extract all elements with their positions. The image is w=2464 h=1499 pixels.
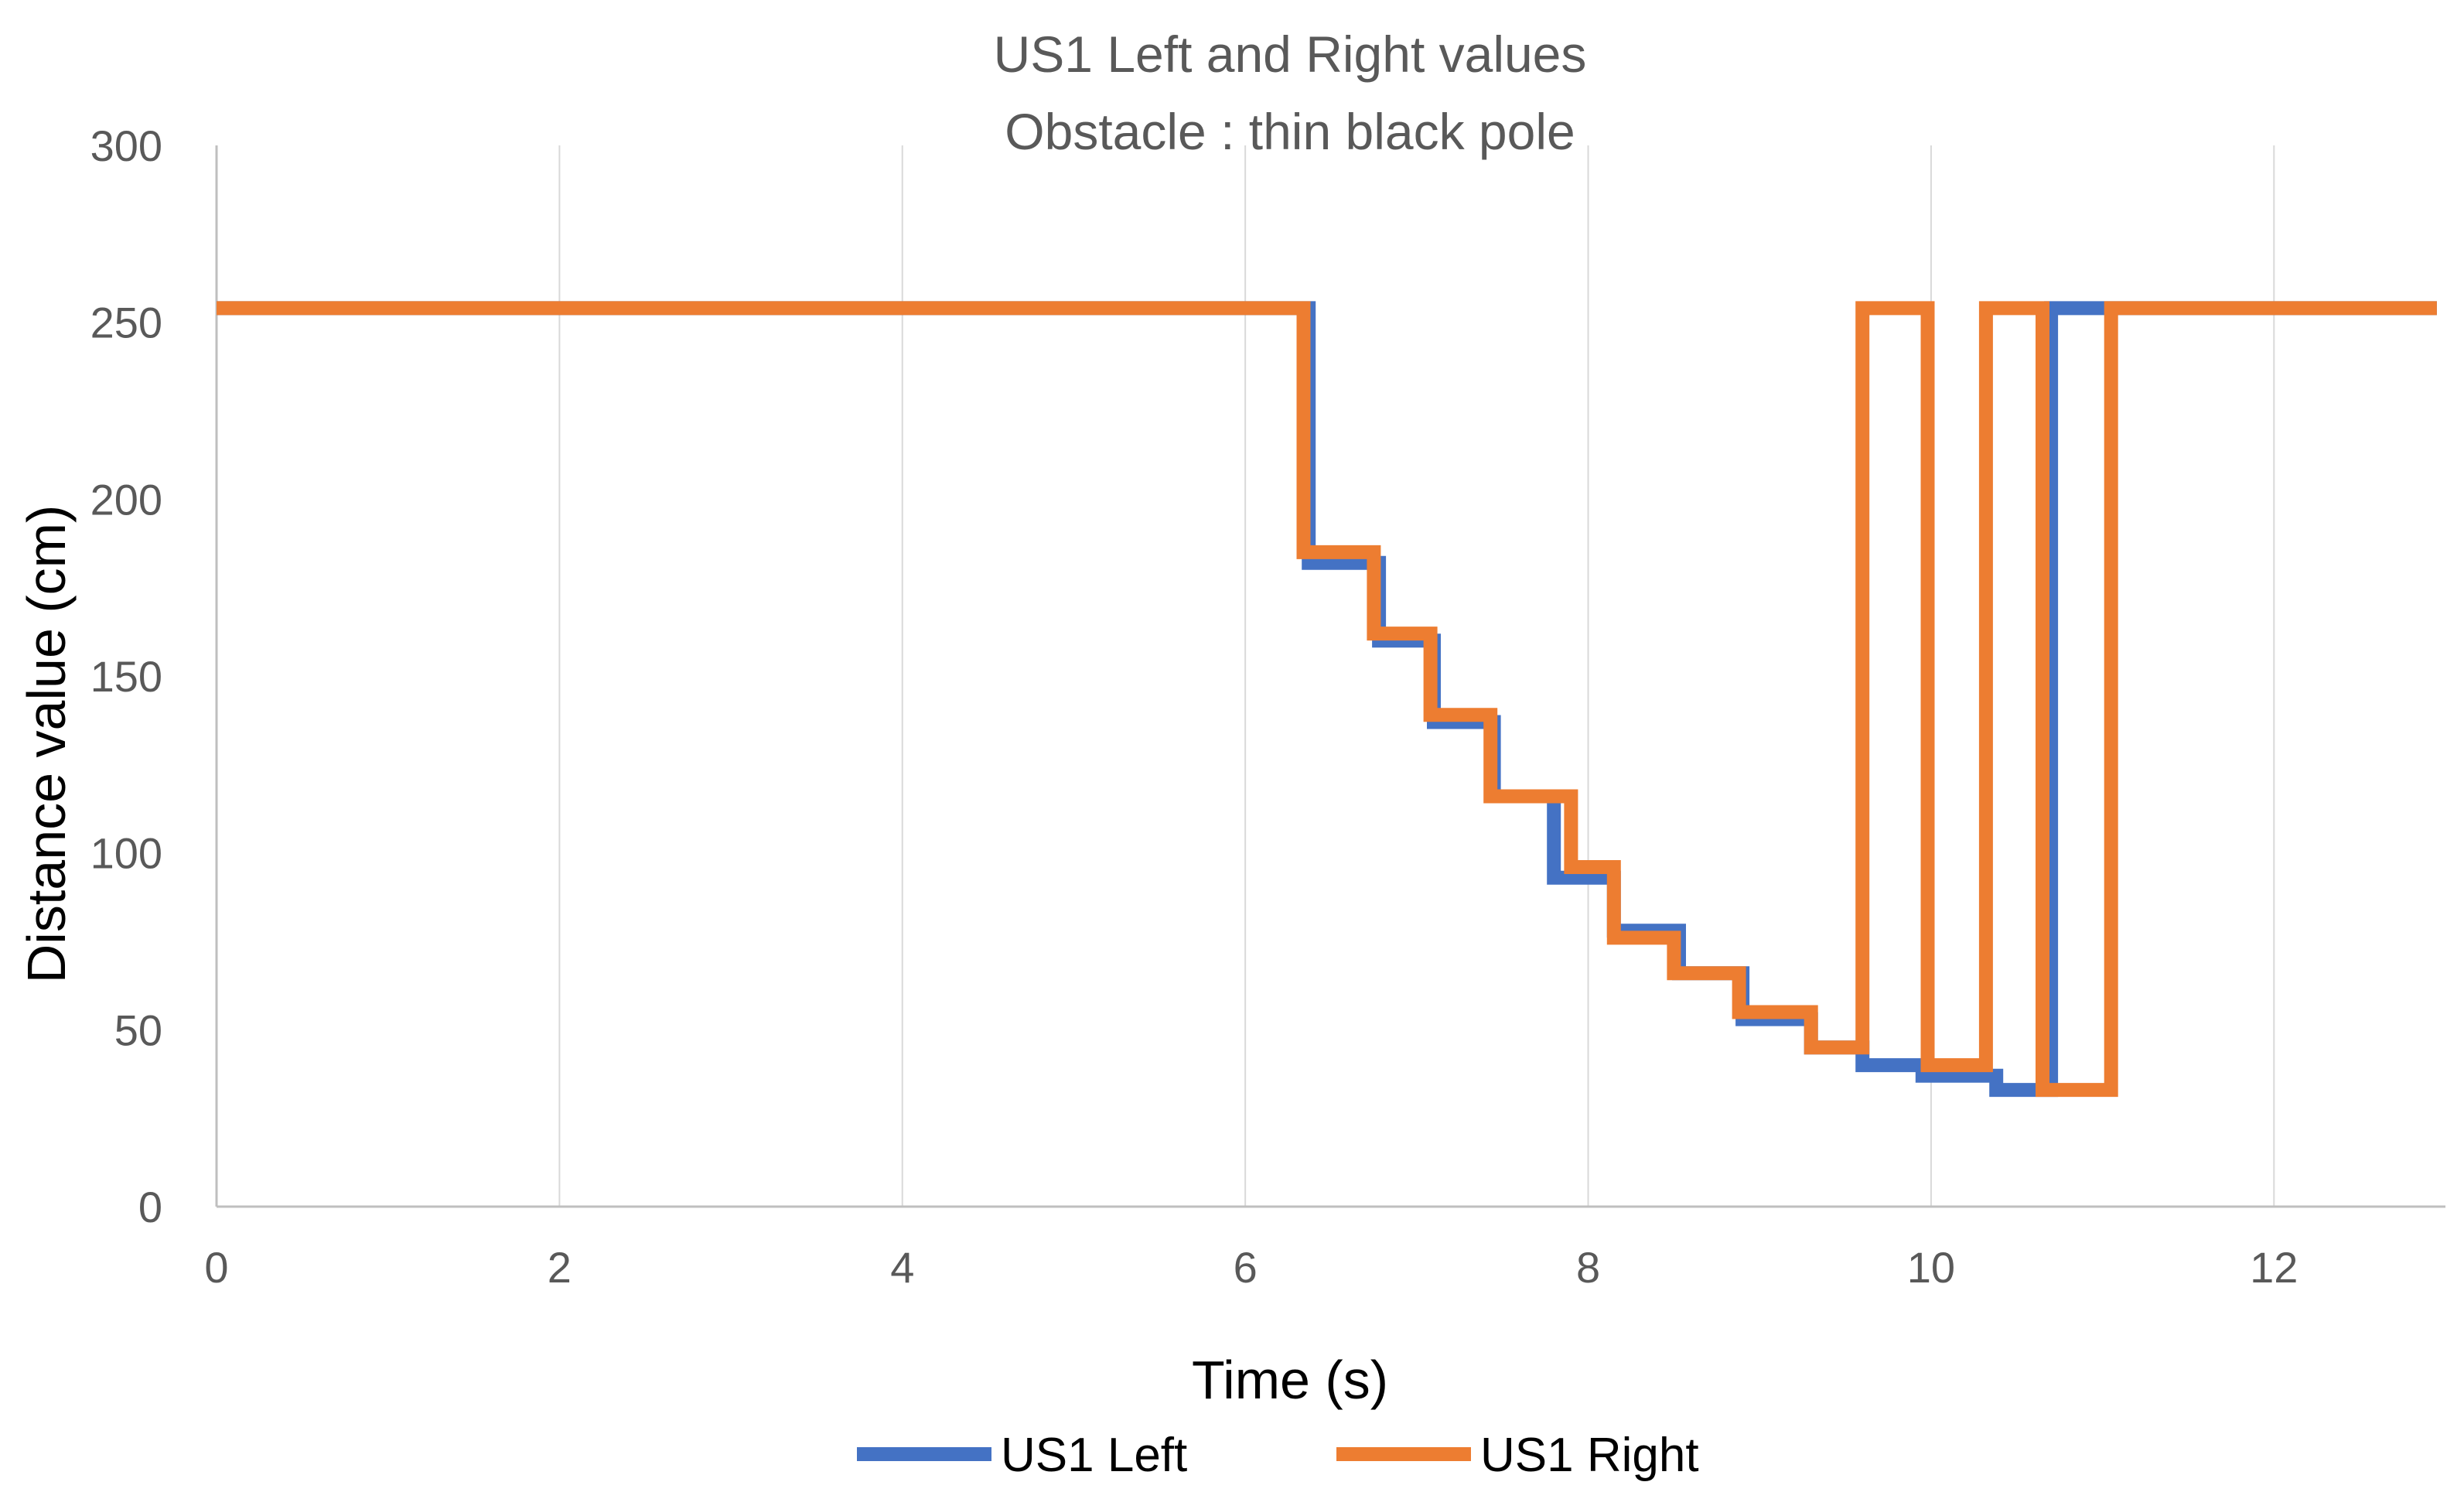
y-tick-label: 200 bbox=[90, 475, 162, 524]
x-tick-label: 10 bbox=[1907, 1243, 1955, 1292]
chart-subtitle: Obstacle : thin black pole bbox=[1005, 103, 1575, 160]
series-line-us1-right bbox=[217, 301, 2437, 1098]
x-tick-label: 6 bbox=[1234, 1243, 1258, 1292]
x-axis-title: Time (s) bbox=[1192, 1350, 1388, 1410]
legend-label-us1-left: US1 Left bbox=[1001, 1429, 1187, 1482]
y-tick-label: 250 bbox=[90, 299, 162, 347]
tick-labels: 0 2 4 6 8 10 12 0 50 100 150 200 250 300 bbox=[90, 121, 2298, 1292]
x-tick-label: 4 bbox=[890, 1243, 914, 1292]
axes bbox=[215, 145, 2445, 1208]
x-tick-label: 0 bbox=[204, 1243, 228, 1292]
y-tick-label: 50 bbox=[114, 1006, 162, 1054]
series-line-us1-left bbox=[217, 301, 2437, 1098]
y-tick-label: 150 bbox=[90, 652, 162, 701]
legend-label-us1-right: US1 Right bbox=[1480, 1429, 1699, 1482]
x-tick-label: 2 bbox=[548, 1243, 572, 1292]
x-tick-label: 8 bbox=[1576, 1243, 1600, 1292]
legend: US1 Left US1 Right bbox=[857, 1429, 1699, 1482]
series-lines bbox=[217, 301, 2437, 1098]
y-tick-label: 0 bbox=[138, 1183, 162, 1231]
chart-title: US1 Left and Right values bbox=[994, 26, 1587, 83]
y-tick-label: 300 bbox=[90, 121, 162, 170]
x-tick-label: 12 bbox=[2250, 1243, 2298, 1292]
y-axis-title: Distance value (cm) bbox=[16, 505, 77, 984]
y-tick-label: 100 bbox=[90, 829, 162, 878]
